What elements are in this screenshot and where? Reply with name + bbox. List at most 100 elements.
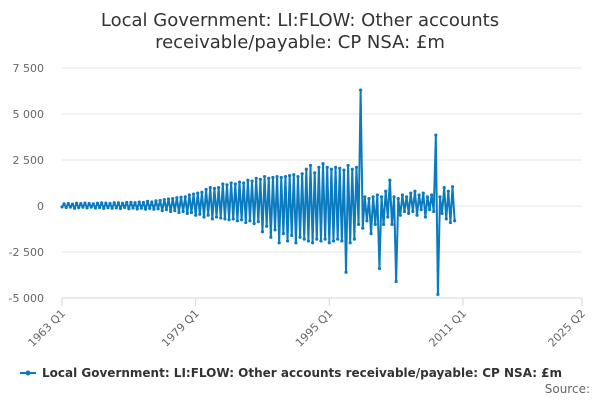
data-point[interactable]: [384, 189, 388, 193]
data-point[interactable]: [250, 179, 254, 183]
data-point[interactable]: [354, 165, 359, 169]
data-point[interactable]: [231, 217, 235, 221]
data-point[interactable]: [390, 222, 394, 226]
data-point[interactable]: [308, 163, 313, 168]
data-point[interactable]: [283, 174, 288, 179]
data-point[interactable]: [154, 199, 158, 203]
data-point[interactable]: [409, 191, 413, 195]
data-point[interactable]: [179, 195, 183, 199]
data-point[interactable]: [75, 201, 79, 205]
data-point[interactable]: [436, 292, 440, 296]
data-point[interactable]: [434, 133, 438, 137]
data-point[interactable]: [175, 196, 179, 200]
data-point[interactable]: [248, 219, 252, 223]
data-point[interactable]: [396, 197, 400, 201]
data-point[interactable]: [440, 211, 444, 215]
data-point[interactable]: [325, 165, 329, 169]
data-point[interactable]: [413, 189, 417, 193]
data-point[interactable]: [265, 224, 269, 228]
data-point[interactable]: [260, 230, 265, 234]
data-point[interactable]: [125, 200, 129, 205]
data-point[interactable]: [430, 193, 434, 197]
data-point[interactable]: [210, 217, 214, 221]
data-point[interactable]: [421, 191, 425, 195]
data-point[interactable]: [146, 199, 150, 203]
data-point[interactable]: [313, 171, 317, 175]
data-point[interactable]: [239, 218, 244, 222]
data-point[interactable]: [382, 222, 386, 226]
data-point[interactable]: [273, 228, 277, 232]
data-point[interactable]: [363, 195, 367, 199]
data-point[interactable]: [277, 241, 281, 245]
data-point[interactable]: [453, 219, 457, 223]
data-point[interactable]: [400, 193, 405, 197]
data-point[interactable]: [367, 197, 371, 201]
data-point[interactable]: [417, 193, 421, 197]
data-point[interactable]: [87, 201, 91, 206]
data-point[interactable]: [139, 206, 143, 210]
data-point[interactable]: [442, 186, 446, 190]
data-point[interactable]: [187, 193, 191, 197]
data-point[interactable]: [198, 212, 202, 216]
data-point[interactable]: [70, 202, 75, 206]
data-point[interactable]: [164, 208, 169, 212]
data-point[interactable]: [348, 241, 352, 245]
data-point[interactable]: [202, 215, 206, 219]
data-point[interactable]: [204, 187, 208, 192]
data-point[interactable]: [72, 206, 77, 210]
data-point[interactable]: [60, 205, 64, 209]
data-point[interactable]: [168, 209, 173, 214]
data-point[interactable]: [66, 201, 70, 206]
data-point[interactable]: [160, 209, 164, 213]
data-point[interactable]: [110, 206, 114, 210]
data-point[interactable]: [120, 201, 125, 205]
data-point[interactable]: [219, 216, 223, 220]
data-point[interactable]: [432, 209, 436, 214]
data-point[interactable]: [407, 211, 411, 215]
data-point[interactable]: [233, 182, 237, 186]
data-point[interactable]: [252, 221, 256, 226]
data-point[interactable]: [256, 220, 260, 224]
data-point[interactable]: [288, 174, 292, 178]
data-point[interactable]: [189, 210, 194, 215]
data-point[interactable]: [131, 206, 135, 210]
data-point[interactable]: [173, 209, 177, 213]
data-point[interactable]: [79, 202, 83, 206]
data-point[interactable]: [336, 237, 340, 241]
data-point[interactable]: [206, 213, 210, 217]
data-point[interactable]: [156, 207, 160, 211]
data-point[interactable]: [365, 219, 369, 223]
data-point[interactable]: [212, 186, 217, 191]
data-point[interactable]: [162, 197, 166, 202]
data-point[interactable]: [311, 241, 315, 245]
data-point[interactable]: [304, 167, 308, 171]
data-point[interactable]: [221, 182, 225, 186]
data-point[interactable]: [208, 186, 212, 190]
data-point[interactable]: [448, 220, 453, 225]
data-point[interactable]: [62, 202, 66, 206]
data-point[interactable]: [306, 239, 311, 243]
data-point[interactable]: [379, 195, 384, 199]
data-point[interactable]: [323, 237, 327, 241]
data-point[interactable]: [427, 208, 432, 212]
data-point[interactable]: [394, 279, 398, 284]
data-point[interactable]: [423, 215, 427, 219]
data-point[interactable]: [262, 174, 267, 179]
data-point[interactable]: [446, 189, 450, 193]
data-point[interactable]: [171, 197, 175, 201]
data-point[interactable]: [183, 195, 187, 199]
data-point[interactable]: [444, 217, 448, 221]
data-point[interactable]: [214, 215, 219, 219]
data-point[interactable]: [279, 175, 283, 180]
data-point[interactable]: [369, 232, 373, 236]
data-point[interactable]: [196, 191, 200, 195]
data-point[interactable]: [415, 213, 419, 217]
data-point[interactable]: [317, 165, 321, 169]
data-point[interactable]: [267, 176, 271, 180]
data-point[interactable]: [123, 205, 127, 210]
data-point[interactable]: [392, 195, 396, 199]
data-point[interactable]: [294, 241, 298, 245]
data-point[interactable]: [235, 219, 240, 223]
data-point[interactable]: [112, 201, 116, 205]
data-point[interactable]: [438, 195, 442, 199]
